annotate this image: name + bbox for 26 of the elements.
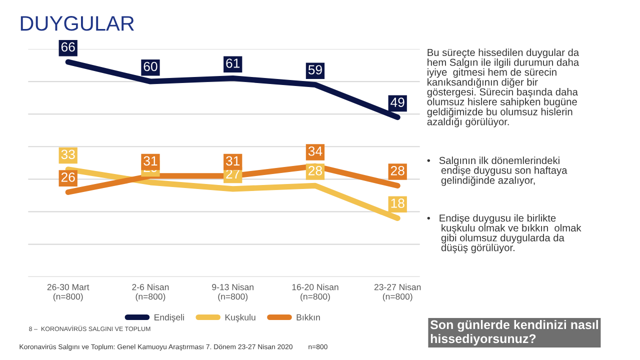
data-label: 26 [61,172,75,182]
legend-label: Endişeli [154,314,184,322]
data-label: 60 [144,62,158,72]
data-label: 28 [390,166,404,176]
text: • Endişe duygusu ile birlikte kuşkulu olmak ve bıkkın olmak gibi olumsuz duygularda da düşüş görülüyor. [427,214,582,254]
text: Son günlerde kendinizi nasıl hissediyorsunuz? [430,320,598,346]
legend-label: Bıkkın [296,314,320,320]
legend-label: Kuşkulu [225,314,256,322]
x-tick-label: 2-6 Nisan (n=800) [132,284,169,302]
text: • Salgının ilk dönemlerindeki endişe duygusu son haftaya gelindiğinde azalıyor, [427,156,568,186]
x-tick-label: 23-27 Nisan (n=800) [374,284,421,302]
data-label: 31 [144,156,158,166]
x-tick-label: 26-30 Mart (n=800) [47,284,90,302]
chart-title: DUYGULAR [20,16,134,31]
x-tick-label: 16-20 Nisan (n=800) [292,284,338,302]
data-label: 18 [391,198,404,208]
data-label: 66 [61,42,75,52]
data-label: 49 [390,98,404,107]
data-label: 61 [226,58,240,68]
text: Bu süreçte hissedilen duygular da hem Salgın ile ilgili durumun daha iyiye gitmesi hem de sürecin kanıksandığının diğer bir göstergesi. Sürecin başında daha olumsuz hislere sahipken bugüne geldiğimizde bu olumsuz hislerin azaldığı görülüyor. [427,48,580,128]
data-label: 33 [61,150,75,160]
data-label: 31 [226,156,240,166]
data-label: 28 [308,166,322,176]
x-tick-label: 9-13 Nisan (n=800) [212,284,254,302]
data-label: 34 [308,146,322,156]
data-label: 59 [308,65,322,74]
